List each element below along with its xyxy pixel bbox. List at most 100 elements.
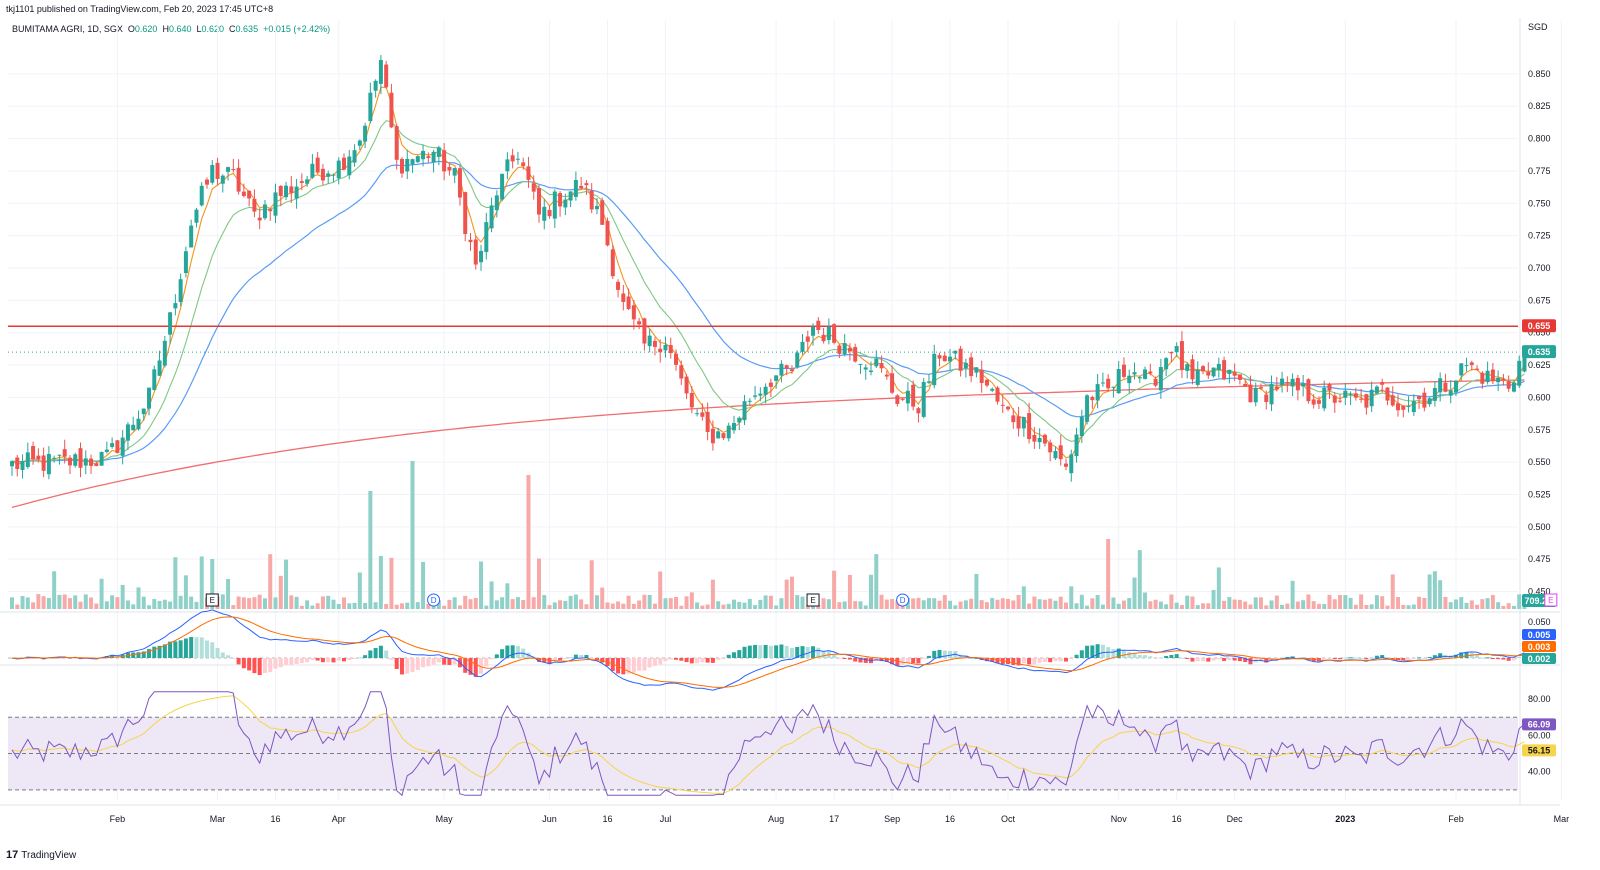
- volume-bar: [805, 605, 810, 609]
- candle-body: [779, 363, 784, 376]
- earnings-marker-label: E: [810, 596, 815, 605]
- candle-body: [1174, 346, 1179, 353]
- time-axis-label: Apr: [332, 814, 346, 824]
- volume-bar: [1506, 603, 1511, 609]
- macd-histogram-bar: [705, 658, 710, 663]
- macd-histogram-bar: [1158, 657, 1163, 659]
- macd-histogram-bar: [310, 658, 315, 660]
- volume-bar: [1390, 574, 1395, 609]
- tradingview-brand[interactable]: 17 TradingView: [6, 849, 76, 861]
- macd-histogram-bar: [199, 637, 204, 658]
- volume-bar: [700, 605, 705, 609]
- price-axis-label: 0.775: [1528, 166, 1551, 176]
- candle-body: [1095, 384, 1100, 401]
- macd-histogram-bar: [373, 648, 378, 658]
- candle-body: [1079, 416, 1084, 437]
- candle-body: [1164, 358, 1169, 370]
- volume-bar: [837, 602, 842, 609]
- candle-body: [1227, 369, 1232, 374]
- volume-bar: [110, 595, 115, 609]
- macd-histogram-bar: [969, 657, 974, 659]
- volume-bar: [647, 594, 652, 609]
- change-value: +0.015 (+2.42%): [263, 24, 331, 34]
- candle-body: [1427, 398, 1432, 405]
- candle-body: [189, 225, 194, 248]
- macd-histogram-bar: [515, 646, 520, 658]
- candle-body: [299, 181, 304, 183]
- macd-histogram-bar: [594, 658, 599, 660]
- volume-bar: [795, 595, 800, 609]
- candle-body: [1280, 378, 1285, 385]
- macd-histogram-bar: [1401, 658, 1406, 661]
- macd-histogram-bar: [1490, 658, 1495, 659]
- candle-body: [1490, 369, 1495, 382]
- macd-histogram-bar: [1032, 658, 1037, 665]
- volume-bar: [1327, 594, 1332, 609]
- macd-histogram-bar: [1011, 658, 1016, 666]
- open-label: O: [127, 24, 135, 34]
- candle-body: [57, 454, 62, 456]
- volume-bar: [1443, 596, 1448, 609]
- candle-body: [120, 437, 125, 456]
- macd-histogram-bar: [558, 658, 563, 661]
- volume-bar: [1348, 597, 1353, 609]
- volume-bar: [942, 595, 947, 609]
- volume-bar: [515, 597, 520, 609]
- candle-body: [1475, 368, 1480, 370]
- macd-histogram-bar: [1211, 658, 1216, 661]
- macd-histogram-bar: [1280, 657, 1285, 659]
- candle-body: [1090, 396, 1095, 401]
- volume-bar: [610, 603, 615, 609]
- volume-bar: [1306, 594, 1311, 609]
- macd-histogram-bar: [905, 658, 910, 663]
- volume-bar: [1359, 594, 1364, 609]
- volume-bar: [421, 561, 426, 609]
- candle-body: [1390, 395, 1395, 406]
- volume-bar: [1069, 586, 1074, 609]
- candle-body: [1058, 445, 1063, 460]
- candle-body: [104, 449, 109, 452]
- candle-body: [731, 423, 736, 431]
- volume-bar: [1053, 600, 1058, 609]
- macd-histogram-bar: [853, 658, 858, 662]
- volume-bar: [284, 559, 289, 609]
- volume-bar: [1000, 598, 1005, 609]
- candle-body: [178, 279, 183, 303]
- volume-bar: [1338, 595, 1343, 609]
- volume-bar: [926, 598, 931, 609]
- macd-histogram-bar: [658, 658, 663, 665]
- candle-body: [1253, 387, 1258, 403]
- volume-bar: [1222, 600, 1227, 609]
- candle-body: [505, 159, 510, 172]
- candle-body: [220, 175, 225, 184]
- macd-histogram-bar: [1037, 658, 1042, 663]
- candle-body: [347, 156, 352, 176]
- macd-histogram-bar: [1143, 655, 1148, 658]
- volume-bar: [1164, 604, 1169, 609]
- macd-histogram-bar: [173, 641, 178, 658]
- volume-bar: [99, 578, 104, 609]
- candle-body: [199, 185, 204, 206]
- candle-body: [1158, 367, 1163, 391]
- macd-histogram-bar: [157, 645, 162, 658]
- symbol-name[interactable]: BUMITAMA AGRI, 1D, SGX: [12, 24, 123, 34]
- volume-bar: [658, 571, 663, 609]
- candle-body: [1285, 382, 1290, 384]
- macd-histogram-bar: [816, 647, 821, 658]
- volume-bar: [1201, 603, 1206, 609]
- candle-body: [1274, 386, 1279, 390]
- candle-body: [990, 388, 995, 391]
- macd-histogram-bar: [900, 658, 905, 666]
- candle-body: [1243, 383, 1248, 387]
- candle-body: [1195, 369, 1200, 385]
- macd-histogram-bar: [1042, 658, 1047, 663]
- macd-histogram-bar: [189, 637, 194, 658]
- candle-body: [884, 374, 889, 377]
- macd-histogram-bar: [768, 645, 773, 658]
- candle-body: [494, 195, 499, 211]
- macd-histogram-bar: [837, 658, 842, 659]
- volume-bar: [220, 594, 225, 609]
- candle-body: [763, 386, 768, 395]
- volume-bar: [1374, 595, 1379, 609]
